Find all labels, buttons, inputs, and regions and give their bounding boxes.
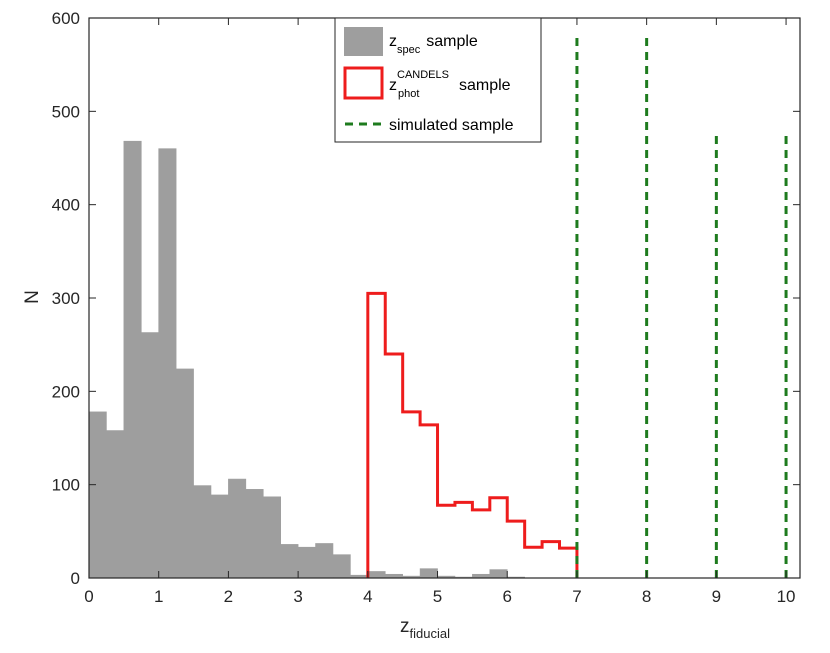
y-tick-label: 500 [52, 102, 80, 121]
y-tick-label: 300 [52, 289, 80, 308]
legend-label-simulated: simulated sample [389, 117, 514, 134]
spec-histogram-bar [489, 569, 508, 579]
legend-spec-text: sample [426, 33, 478, 50]
y-axis-label: N [22, 290, 43, 304]
x-tick-label: 3 [293, 587, 302, 606]
x-axis-label-base: z [400, 616, 410, 637]
legend: zspec sample zCANDELS phot sample simulated… [334, 17, 542, 143]
y-tick-label: 100 [52, 476, 80, 495]
spec-histogram-bar [193, 485, 212, 579]
x-tick-label: 8 [642, 587, 651, 606]
legend-spec-sub: spec [397, 44, 421, 56]
x-tick-label: 0 [84, 587, 93, 606]
x-tick-label: 5 [433, 587, 442, 606]
spec-histogram-bar [210, 494, 229, 579]
legend-swatch-phot [343, 66, 384, 100]
spec-histogram-bar [140, 332, 160, 579]
phot-histogram-step [366, 291, 579, 578]
spec-histogram-bar [280, 544, 299, 579]
x-tick-label: 6 [503, 587, 512, 606]
spec-histogram-bar [158, 148, 177, 579]
x-tick-label: 7 [572, 587, 581, 606]
spec-histogram-bar [88, 411, 107, 579]
spec-histogram-bar [106, 430, 125, 579]
y-tick-label: 200 [52, 382, 80, 401]
x-axis-label: zfiducial [400, 616, 450, 641]
spec-histogram-bar [419, 568, 438, 579]
x-tick-label: 1 [154, 587, 163, 606]
legend-swatch-spec [344, 27, 383, 56]
legend-spec-base: z [389, 33, 397, 50]
x-axis-label-sub: fiducial [410, 626, 451, 641]
spec-histogram-bar [367, 571, 386, 579]
spec-histogram-bar [297, 546, 316, 579]
legend-label-spec: zspec sample [389, 33, 478, 56]
legend-phot-text: sample [459, 77, 511, 94]
legend-phot-base: z [389, 77, 397, 94]
x-tick-label: 9 [712, 587, 721, 606]
x-tick-label: 10 [777, 587, 796, 606]
y-tick-label: 0 [71, 569, 80, 588]
legend-phot-sub: phot [398, 88, 419, 100]
legend-label-phot: zCANDELS phot sample [389, 69, 511, 100]
spec-histogram-bar [245, 489, 264, 579]
plot-marks [88, 36, 788, 579]
y-tick-label: 400 [52, 196, 80, 215]
spec-histogram-bar [262, 496, 281, 579]
x-tick-label: 2 [224, 587, 233, 606]
y-tick-label: 600 [52, 9, 80, 28]
x-tick-label: 4 [363, 587, 372, 606]
spec-histogram-bar [123, 140, 142, 579]
spec-histogram-bar [332, 554, 351, 579]
spec-histogram-bar [315, 543, 334, 579]
legend-phot-sup: CANDELS [397, 69, 449, 81]
spec-histogram-bar [228, 478, 247, 579]
spec-histogram-bar [175, 368, 194, 579]
